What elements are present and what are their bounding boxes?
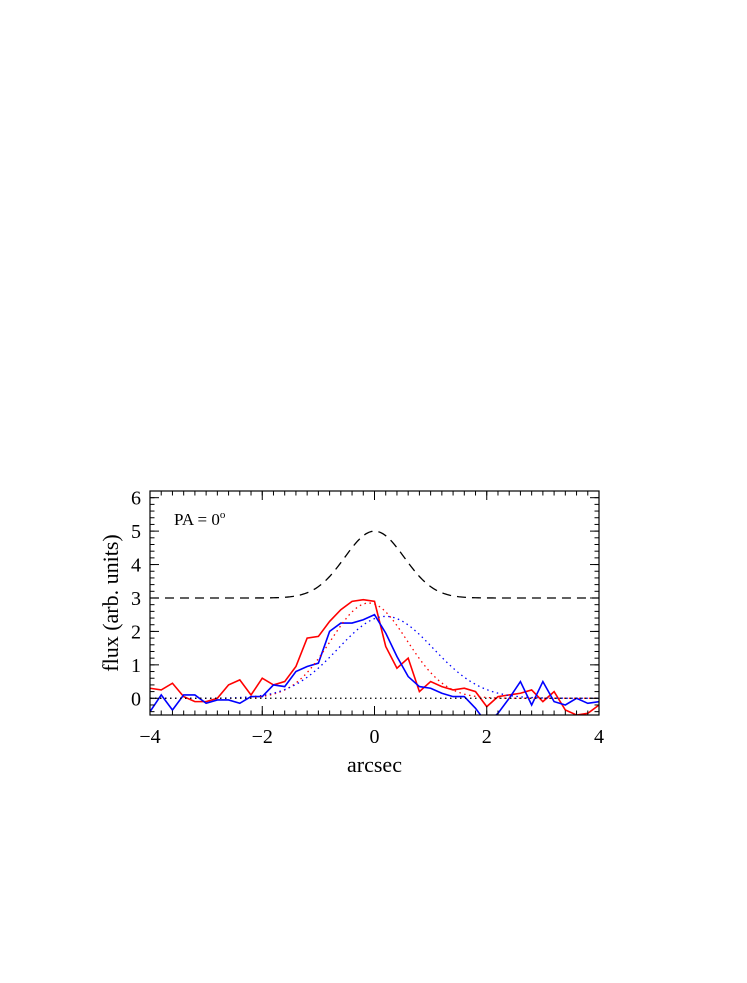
chart-marks [150,530,599,715]
x-tick-label: 4 [594,726,604,748]
x-tick-label: 2 [482,726,492,748]
series-2-line [150,613,599,715]
y-tick-label: 2 [131,621,141,643]
pa-annotation: PA = 0o [174,509,226,529]
x-axis-label: arcsec [347,752,402,777]
y-tick-label: 3 [131,588,141,610]
series-4-line [150,602,599,699]
series-3-line [150,530,599,599]
series-1-line [150,598,599,715]
x-tick-label: −2 [252,726,273,748]
x-tick-label: 0 [370,726,380,748]
y-tick-label: 1 [131,655,141,677]
pa-annotation-superscript: o [220,509,226,521]
y-axis-label: flux (arb. units) [98,534,123,671]
y-tick-label: 5 [131,521,141,543]
axis-ticks [149,490,600,715]
axis-tick-labels: −4 −2 0 2 4 0 1 2 3 4 5 6 [131,488,604,748]
y-tick-label: 4 [131,555,141,577]
x-tick-label: −4 [139,726,160,748]
pa-annotation-text: PA = 0 [174,510,220,529]
y-tick-label: 6 [131,488,141,510]
y-tick-label: 0 [131,688,141,710]
series-5-line [150,615,599,699]
